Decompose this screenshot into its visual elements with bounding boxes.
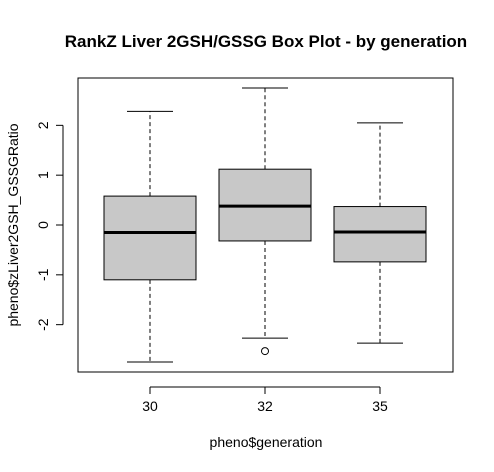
y-tick-label: 2 [35, 121, 51, 129]
outlier-point [261, 347, 269, 356]
box-iqr [103, 195, 197, 281]
x-tick-label: 35 [372, 398, 388, 414]
y-tick-label: 0 [35, 221, 51, 229]
x-axis: 30 32 35 [142, 386, 388, 414]
y-tick-label: -2 [35, 318, 51, 331]
x-tick-label: 30 [142, 398, 158, 414]
y-axis-label: pheno$zLiver2GSH_GSSGRatio [5, 123, 21, 326]
y-tick-label: -1 [35, 268, 51, 281]
box-group-32 [218, 87, 312, 356]
box-group-30 [103, 110, 197, 363]
x-axis-label: pheno$generation [210, 434, 323, 450]
boxes-layer [103, 87, 427, 363]
box-group-35 [333, 122, 427, 344]
x-tick-label: 32 [257, 398, 273, 414]
y-axis: -2 -1 0 1 2 [35, 121, 64, 331]
box-iqr [333, 206, 427, 263]
plot-frame [77, 77, 454, 373]
chart-title: RankZ Liver 2GSH/GSSG Box Plot - by gene… [65, 32, 467, 51]
y-tick-label: 1 [35, 171, 51, 179]
